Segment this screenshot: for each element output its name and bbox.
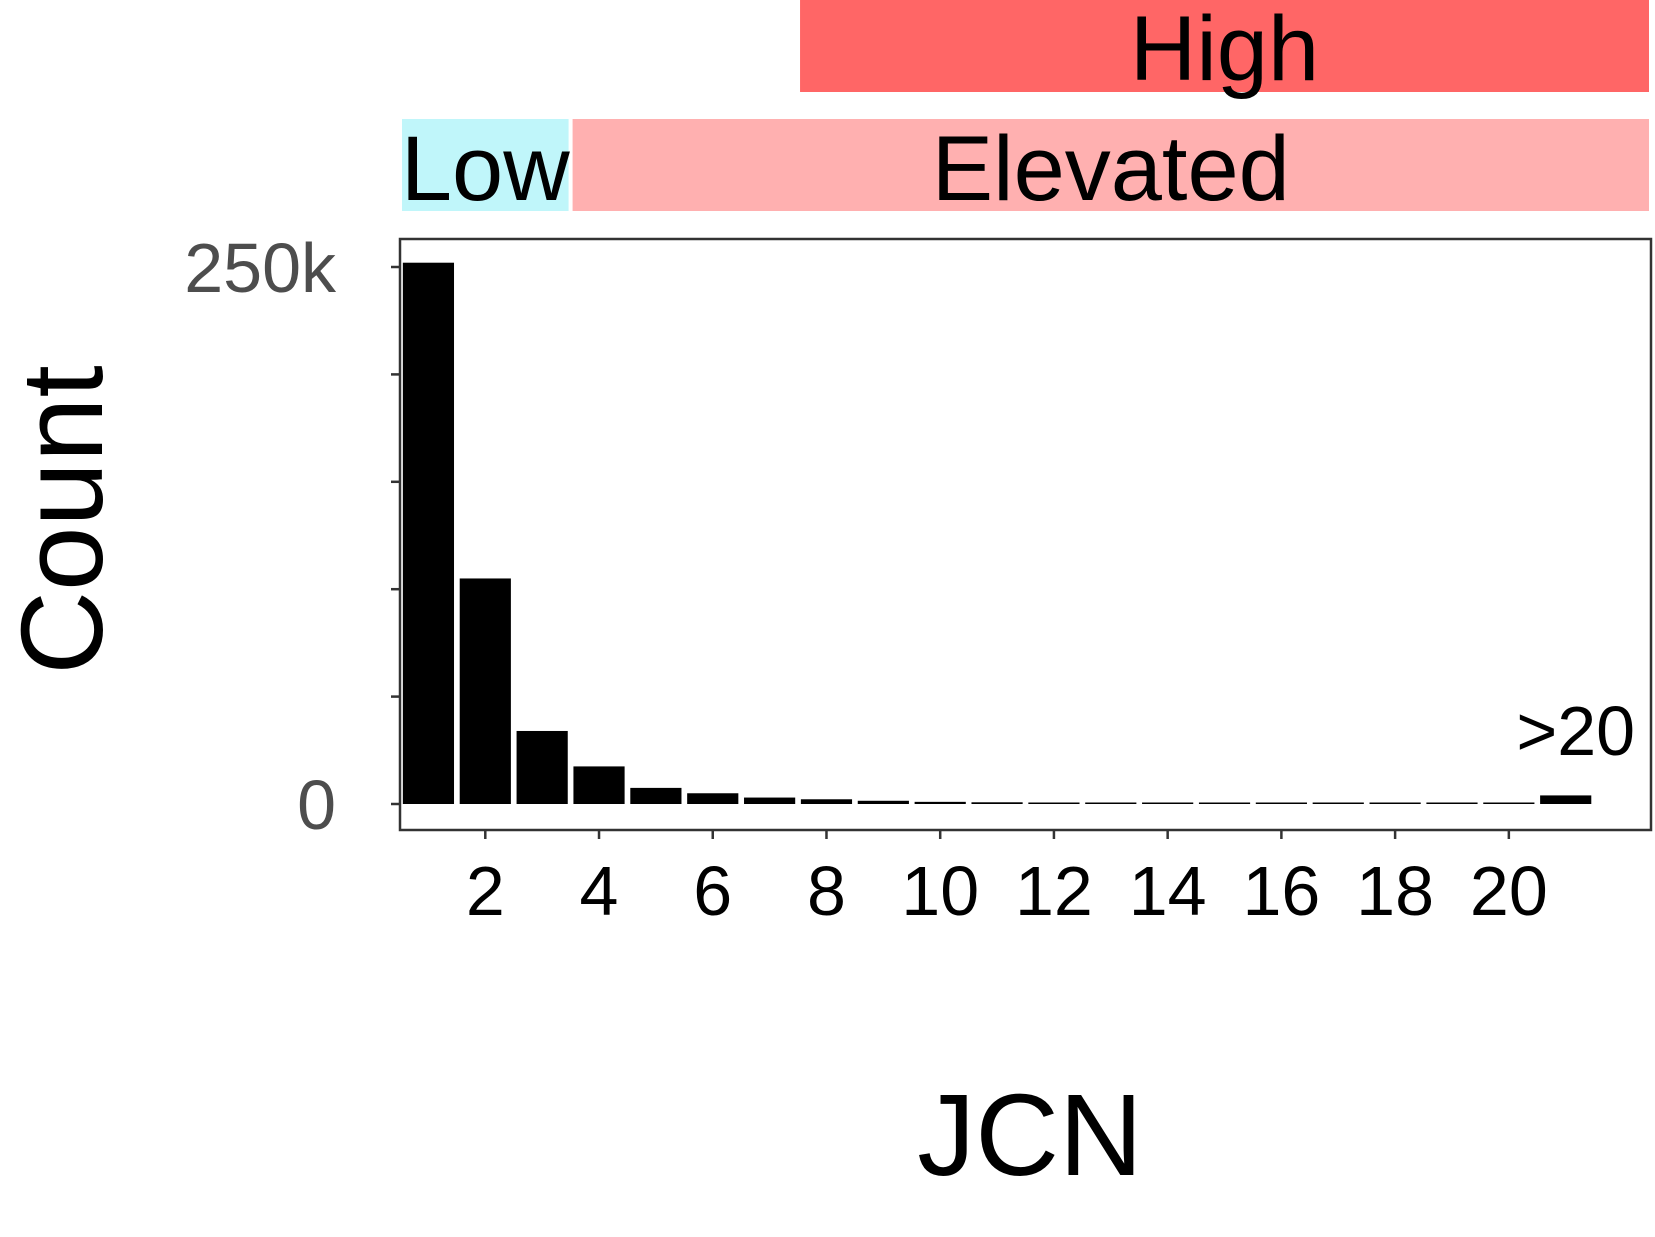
bar (630, 787, 682, 804)
y-axis: 0 250k (184, 229, 400, 844)
band-elevated (572, 119, 1650, 211)
category-bands: High Low Elevated (401, 0, 1650, 220)
bars: >20 (402, 262, 1635, 805)
x-tick-label: 4 (580, 852, 619, 930)
bar (402, 262, 455, 805)
bar (914, 801, 966, 804)
bar (1255, 802, 1307, 804)
y-axis-title: Count (0, 365, 127, 675)
x-tick-label: 18 (1356, 852, 1434, 930)
bar (1312, 802, 1364, 804)
bar (857, 800, 909, 804)
y-tick-label: 250k (184, 229, 337, 307)
x-tick-label: 6 (693, 852, 732, 930)
x-tick-label: 2 (466, 852, 505, 930)
bar (1085, 802, 1137, 804)
band-low (402, 119, 569, 211)
x-tick-label: 16 (1242, 852, 1320, 930)
bar (971, 802, 1023, 804)
x-axis: 2 4 6 8 10 12 14 16 18 20 (466, 830, 1548, 930)
bar (687, 793, 739, 804)
y-tick-label: 0 (297, 766, 336, 844)
bar (516, 730, 568, 804)
bar (459, 578, 511, 804)
bar (573, 766, 625, 804)
x-tick-label: 10 (901, 852, 979, 930)
bar (1198, 802, 1251, 804)
x-tick-label: 20 (1470, 852, 1548, 930)
bar (744, 797, 796, 804)
bar (800, 799, 853, 804)
bar (1483, 802, 1535, 804)
band-label-low: Low (401, 118, 570, 220)
x-axis-title: JCN (917, 1070, 1143, 1200)
bar (1540, 795, 1592, 804)
band-label-high: High (1130, 0, 1319, 100)
bar (1369, 802, 1421, 804)
band-label-elevated: Elevated (932, 118, 1290, 220)
plot-panel-border (398, 237, 1653, 832)
bar (1142, 802, 1194, 804)
band-high (800, 0, 1649, 92)
bar (1426, 802, 1478, 804)
overflow-bar-label: >20 (1516, 692, 1635, 770)
bar (1028, 802, 1080, 804)
x-tick-label: 12 (1015, 852, 1093, 930)
x-tick-label: 14 (1129, 852, 1207, 930)
x-tick-label: 8 (807, 852, 846, 930)
